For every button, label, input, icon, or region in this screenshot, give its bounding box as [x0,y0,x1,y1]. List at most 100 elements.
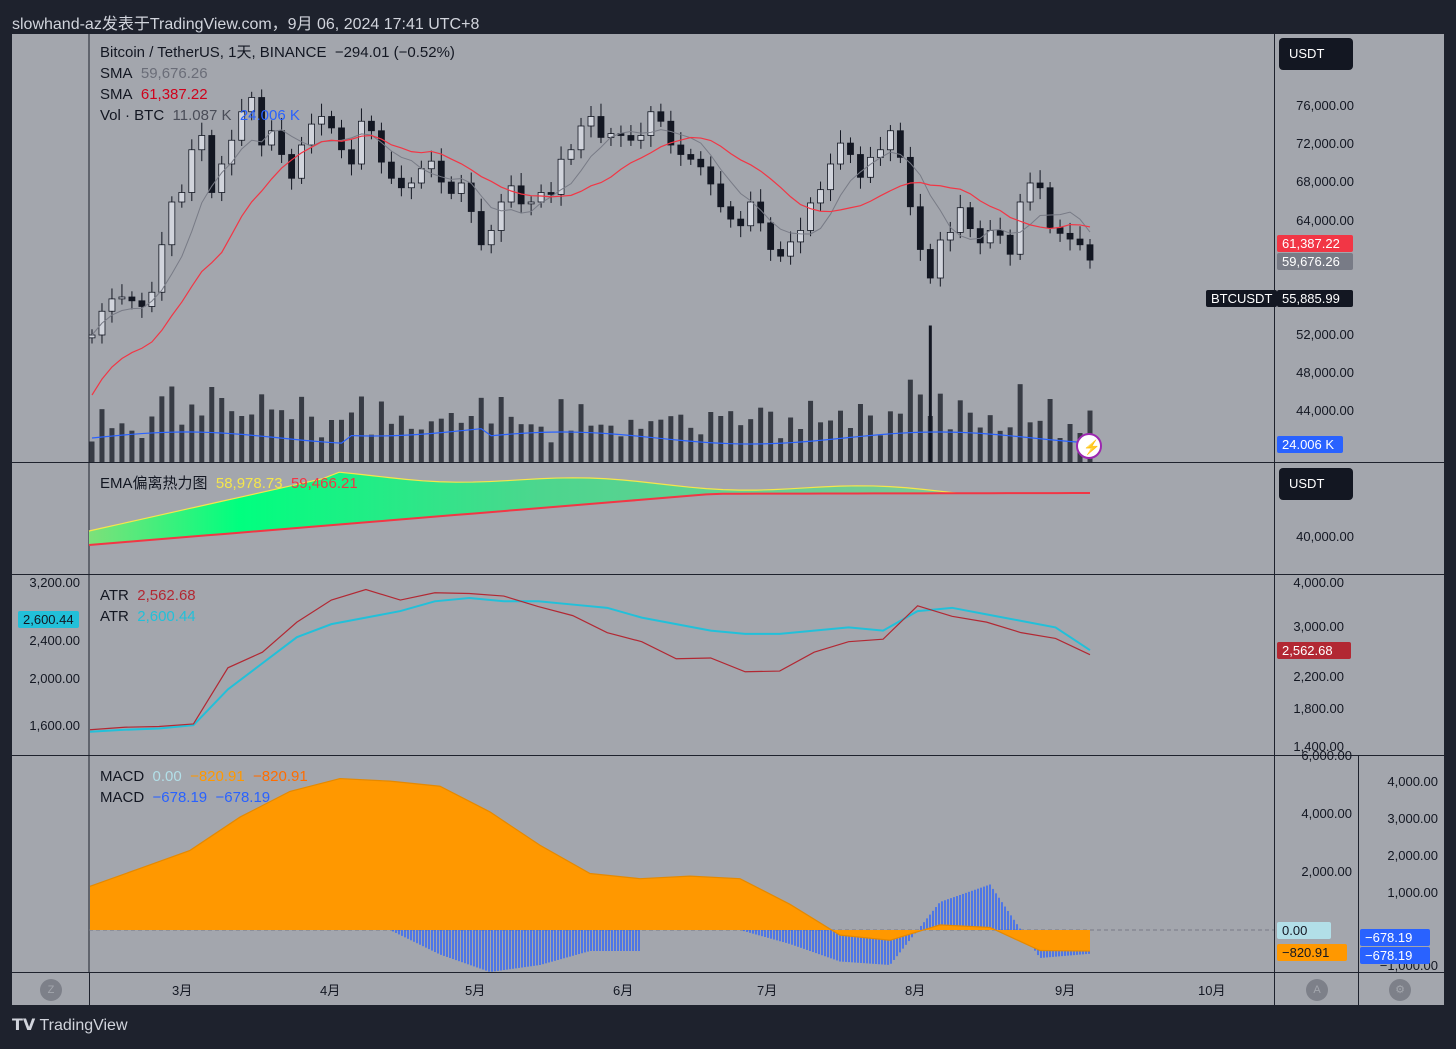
volume-bar [847,428,853,462]
sma-slow-line [91,134,1091,396]
auto-scale-icon[interactable]: A [1306,979,1328,1001]
candle-body [328,116,335,129]
volume-bar [149,416,155,462]
ema-fast-line [88,471,1091,532]
candle-body [946,231,954,241]
volume-bar [109,428,115,462]
month-label: 7月 [757,983,778,998]
volume-bar [588,425,594,462]
candle-body [457,182,465,194]
volume-bar [708,412,714,462]
atr1-label[interactable]: ATR [100,587,129,604]
volume-bar [319,437,325,462]
ema-label[interactable]: EMA偏离热力图 [100,475,208,492]
candle-body [887,130,894,151]
candle-body [896,130,904,158]
candle-body [487,230,495,246]
volume-bar [488,423,494,462]
tradingview-logo[interactable]: 𝗧𝗩 TradingView [12,1015,128,1035]
volume-bar [438,418,444,462]
ema-deviation-chart[interactable] [12,463,1274,574]
atr2-left-badge: 2,600.44 [18,611,79,628]
macd2-value-a: −678.19 [152,789,208,806]
header-title: slowhand-az发表于TradingView.com，9月 06, 202… [12,16,480,33]
currency-unit-button[interactable]: USDT [1279,38,1353,70]
volume-bar [658,419,664,462]
volume-bar [818,422,824,462]
sma2-label[interactable]: SMA [100,86,133,103]
volume-bar [99,409,105,462]
zoom-reset-icon[interactable]: Z [40,979,62,1001]
price-change: −294.01 (−0.52%) [334,44,455,61]
price-chart[interactable]: ⚡ [12,34,1274,462]
candle-body [208,135,216,193]
candle-body [158,244,166,293]
volume-bar [838,410,843,462]
atr-chart[interactable] [12,575,1274,755]
sma-fast-line [91,129,1091,336]
volume-bar [967,412,973,462]
candle-body [288,154,296,179]
event-lightning-icon[interactable] [1076,433,1102,459]
volume-bar [897,413,903,462]
sma1-value: 59,676.26 [140,65,208,82]
time-axis-right-separator [1274,973,1275,1006]
volume-bar [628,419,634,462]
ema-unit-button[interactable]: USDT [1279,468,1353,500]
atr2-label[interactable]: ATR [100,608,129,625]
volume-bar [279,410,285,462]
volume-bar [348,412,354,462]
volume-bar [937,393,943,462]
volume-bar [578,404,584,462]
macd-axis2-separator [1358,756,1359,972]
volume-bar [89,441,95,462]
candle-body [248,97,256,113]
main-pane[interactable]: ⚡ Bitcoin / TetherUS, 1天, BINANCE −294.0… [12,34,1444,463]
candle-body [537,192,545,203]
header-bar: slowhand-az发表于TradingView.com，9月 06, 202… [0,0,1456,34]
footer-bar [0,1005,1456,1049]
atr-right-tick: 3,000.00 [1293,619,1344,634]
time-axis[interactable]: Z A ⚙ [12,972,1444,1006]
atr-pane[interactable]: ATR 2,562.68 ATR 2,600.44 3,200.00 2,400.… [12,575,1444,756]
volume-bar [468,416,474,462]
macd1-label[interactable]: MACD [100,768,145,785]
volume-bar [428,421,434,462]
volume-bar [169,386,175,462]
candle-body [358,120,365,165]
last-price-badge: 55,885.99 [1277,290,1353,307]
candle-body [318,116,325,125]
candle-body [747,201,755,227]
volume-bar [638,428,644,462]
macd-pane[interactable]: MACD 0.00 −820.91 −820.91 MACD −678.19 −… [12,748,1444,973]
candle-body [767,222,775,250]
volume-bar [748,419,754,462]
candle-body [218,163,226,193]
macd2-label[interactable]: MACD [100,789,145,806]
vol-label[interactable]: Vol · BTC [100,107,165,124]
symbol-title[interactable]: Bitcoin / TetherUS, 1天, BINANCE [100,44,327,61]
ema-pane[interactable]: EMA偏离热力图 58,978.73 59,466.21 USDT 40,000… [12,463,1444,575]
candle-body [847,142,854,155]
candle-body [397,177,405,189]
macd-axis2-tick: 2,000.00 [1387,848,1438,863]
volume-bar [1027,422,1033,462]
candle-body [867,156,874,178]
volume-bar [758,407,764,462]
macd-chart[interactable] [12,756,1274,972]
volume-bar [778,438,784,462]
macd2-value-b: −678.19 [215,789,271,806]
candle-body [348,149,355,165]
volume-bar [498,397,504,462]
volume-bar [768,411,774,462]
settings-icon[interactable]: ⚙ [1389,979,1411,1001]
candle-body [677,144,685,155]
sma1-label[interactable]: SMA [100,65,133,82]
candle-body [1006,234,1014,255]
chart-frame[interactable]: ⚡ Bitcoin / TetherUS, 1天, BINANCE −294.0… [12,34,1444,1006]
candle-body [757,201,765,224]
candle-body [1026,182,1034,203]
volume-bar [339,419,344,462]
sma1-price-badge: 59,676.26 [1277,253,1353,270]
candle-body [88,334,96,339]
